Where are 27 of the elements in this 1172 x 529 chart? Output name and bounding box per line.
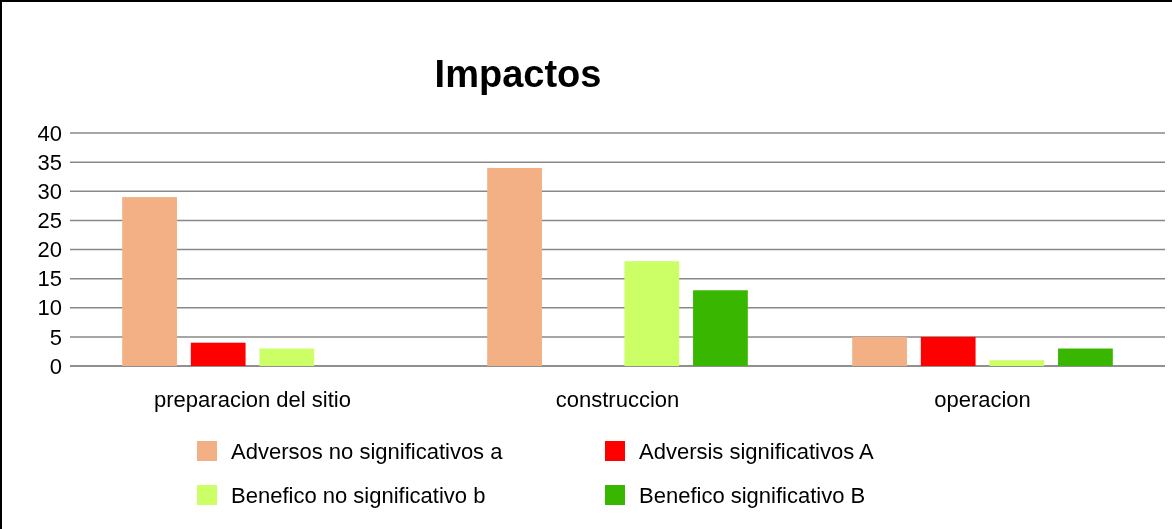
- bar: [920, 336, 976, 366]
- y-tick-label: 10: [37, 295, 62, 321]
- bar: [259, 348, 315, 366]
- bar: [1058, 348, 1113, 366]
- chart-title: Impactos: [434, 53, 602, 95]
- x-tick-label: operacion: [934, 387, 1031, 412]
- bar: [624, 261, 680, 366]
- legend-label: Benefico no significativo b: [231, 482, 486, 508]
- legend-label: Adversis significativos A: [639, 438, 875, 464]
- bar: [693, 290, 748, 366]
- legend-label: Benefico significativo B: [639, 482, 866, 508]
- x-tick-label: preparacion del sitio: [154, 387, 351, 412]
- bar: [190, 342, 246, 366]
- y-tick-label: 35: [37, 149, 62, 175]
- bar: [122, 197, 177, 366]
- y-tick-label: 5: [49, 324, 62, 350]
- x-tick-label: construccion: [555, 387, 680, 412]
- bar: [989, 360, 1045, 366]
- y-tick-label: 0: [49, 353, 62, 379]
- legend-label: Adversos no significativos a: [231, 438, 504, 464]
- y-tick-label: 30: [37, 178, 62, 204]
- bar: [487, 167, 542, 366]
- y-tick-label: 20: [37, 237, 62, 263]
- y-tick-label: 15: [37, 266, 62, 292]
- y-tick-label: 40: [37, 120, 62, 146]
- bar: [852, 336, 907, 366]
- y-tick-label: 25: [37, 208, 62, 234]
